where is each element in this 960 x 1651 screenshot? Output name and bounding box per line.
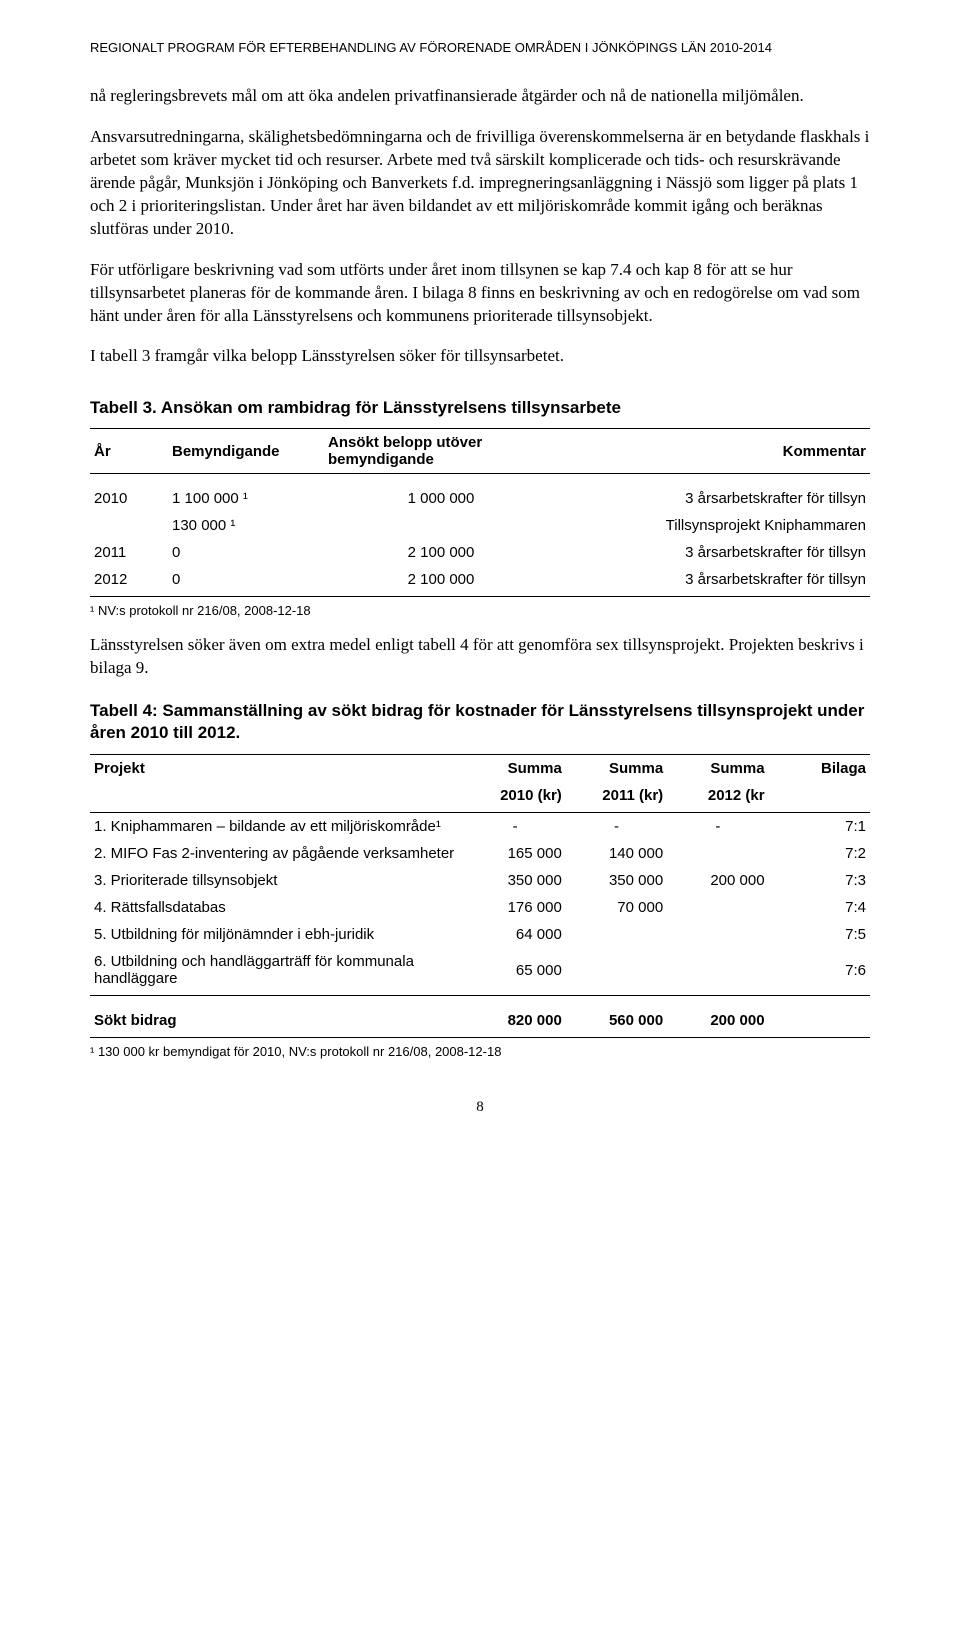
cell: 140 000 bbox=[566, 840, 667, 867]
table4-subheader: 2010 (kr) 2011 (kr) 2012 (kr bbox=[90, 782, 870, 813]
cell: 3 årsarbetskrafter för tillsyn bbox=[558, 539, 870, 566]
body-paragraph-3: För utförligare beskrivning vad som utfö… bbox=[90, 259, 870, 328]
cell: 200 000 bbox=[667, 996, 768, 1038]
table3-col-year: År bbox=[90, 429, 168, 474]
cell: 0 bbox=[168, 566, 324, 597]
cell: 4. Rättsfallsdatabas bbox=[90, 894, 464, 921]
table4: Projekt Summa Summa Summa Bilaga 2010 (k… bbox=[90, 754, 870, 1038]
table3-col-bem: Bemyndigande bbox=[168, 429, 324, 474]
cell: 7:5 bbox=[769, 921, 870, 948]
cell: 5. Utbildning för miljönämnder i ebh-jur… bbox=[90, 921, 464, 948]
body-paragraph-1: nå regleringsbrevets mål om att öka ande… bbox=[90, 85, 870, 108]
cell: 7:1 bbox=[769, 813, 870, 841]
cell: 2. MIFO Fas 2-inventering av pågående ve… bbox=[90, 840, 464, 867]
page-container: REGIONALT PROGRAM FÖR EFTERBEHANDLING AV… bbox=[0, 0, 960, 1176]
document-header: REGIONALT PROGRAM FÖR EFTERBEHANDLING AV… bbox=[90, 40, 870, 55]
cell: 2012 bbox=[90, 566, 168, 597]
cell: 1 000 000 bbox=[324, 474, 558, 513]
cell: 1. Kniphammaren – bildande av ett miljör… bbox=[90, 813, 464, 841]
cell bbox=[667, 948, 768, 996]
cell: 70 000 bbox=[566, 894, 667, 921]
table3: År Bemyndigande Ansökt belopp utöver bem… bbox=[90, 428, 870, 597]
cell: 3. Prioriterade tillsynsobjekt bbox=[90, 867, 464, 894]
cell bbox=[667, 894, 768, 921]
table-row: 5. Utbildning för miljönämnder i ebh-jur… bbox=[90, 921, 870, 948]
cell: 350 000 bbox=[566, 867, 667, 894]
cell bbox=[324, 512, 558, 539]
cell: Tillsynsprojekt Kniphammaren bbox=[558, 512, 870, 539]
cell bbox=[566, 948, 667, 996]
cell: 7:6 bbox=[769, 948, 870, 996]
table3-col-ansokt: Ansökt belopp utöver bemyndigande bbox=[324, 429, 558, 474]
table-row: 4. Rättsfallsdatabas 176 000 70 000 7:4 bbox=[90, 894, 870, 921]
table4-total-row: Sökt bidrag 820 000 560 000 200 000 bbox=[90, 996, 870, 1038]
cell: 560 000 bbox=[566, 996, 667, 1038]
cell: Sökt bidrag bbox=[90, 996, 464, 1038]
body-paragraph-2: Ansvarsutredningarna, skälighetsbedömnin… bbox=[90, 126, 870, 241]
table4-col-s3: Summa bbox=[667, 755, 768, 783]
cell bbox=[667, 921, 768, 948]
table-row: 1. Kniphammaren – bildande av ett miljör… bbox=[90, 813, 870, 841]
table4-col-s1: Summa bbox=[464, 755, 565, 783]
cell: 2012 (kr bbox=[667, 782, 768, 813]
table-row: 2. MIFO Fas 2-inventering av pågående ve… bbox=[90, 840, 870, 867]
cell: 3 årsarbetskrafter för tillsyn bbox=[558, 474, 870, 513]
table3-col-kommentar: Kommentar bbox=[558, 429, 870, 474]
table3-footnote: ¹ NV:s protokoll nr 216/08, 2008-12-18 bbox=[90, 603, 870, 618]
table-row: 2012 0 2 100 000 3 årsarbetskrafter för … bbox=[90, 566, 870, 597]
table4-col-projekt: Projekt bbox=[90, 755, 464, 783]
cell: 2 100 000 bbox=[324, 539, 558, 566]
body-paragraph-4: I tabell 3 framgår vilka belopp Länsstyr… bbox=[90, 345, 870, 368]
cell: 820 000 bbox=[464, 996, 565, 1038]
table-row: 2011 0 2 100 000 3 årsarbetskrafter för … bbox=[90, 539, 870, 566]
table4-col-bilaga: Bilaga bbox=[769, 755, 870, 783]
cell: 165 000 bbox=[464, 840, 565, 867]
cell: 2 100 000 bbox=[324, 566, 558, 597]
cell: - bbox=[667, 813, 768, 841]
cell: 0 bbox=[168, 539, 324, 566]
cell: - bbox=[464, 813, 565, 841]
cell bbox=[90, 512, 168, 539]
table-row: 6. Utbildning och handläggarträff för ko… bbox=[90, 948, 870, 996]
cell: 7:2 bbox=[769, 840, 870, 867]
cell: 3 årsarbetskrafter för tillsyn bbox=[558, 566, 870, 597]
cell: 2011 (kr) bbox=[566, 782, 667, 813]
cell: 2011 bbox=[90, 539, 168, 566]
table4-title: Tabell 4: Sammanställning av sökt bidrag… bbox=[90, 700, 870, 744]
cell bbox=[566, 921, 667, 948]
table-row: 2010 1 100 000 ¹ 1 000 000 3 årsarbetskr… bbox=[90, 474, 870, 513]
table3-title: Tabell 3. Ansökan om rambidrag för Länss… bbox=[90, 398, 870, 418]
table4-col-s2: Summa bbox=[566, 755, 667, 783]
cell: - bbox=[566, 813, 667, 841]
cell: 65 000 bbox=[464, 948, 565, 996]
cell: 1 100 000 ¹ bbox=[168, 474, 324, 513]
page-number: 8 bbox=[90, 1099, 870, 1116]
cell: 350 000 bbox=[464, 867, 565, 894]
body-paragraph-5: Länsstyrelsen söker även om extra medel … bbox=[90, 634, 870, 680]
table-row: 3. Prioriterade tillsynsobjekt 350 000 3… bbox=[90, 867, 870, 894]
cell: 2010 bbox=[90, 474, 168, 513]
cell bbox=[667, 840, 768, 867]
cell: 176 000 bbox=[464, 894, 565, 921]
cell: 7:4 bbox=[769, 894, 870, 921]
cell: 7:3 bbox=[769, 867, 870, 894]
cell: 130 000 ¹ bbox=[168, 512, 324, 539]
table4-footnote: ¹ 130 000 kr bemyndigat för 2010, NV:s p… bbox=[90, 1044, 870, 1059]
cell: 6. Utbildning och handläggarträff för ko… bbox=[90, 948, 464, 996]
table-row: 130 000 ¹ Tillsynsprojekt Kniphammaren bbox=[90, 512, 870, 539]
cell: 2010 (kr) bbox=[464, 782, 565, 813]
cell: 200 000 bbox=[667, 867, 768, 894]
cell: 64 000 bbox=[464, 921, 565, 948]
